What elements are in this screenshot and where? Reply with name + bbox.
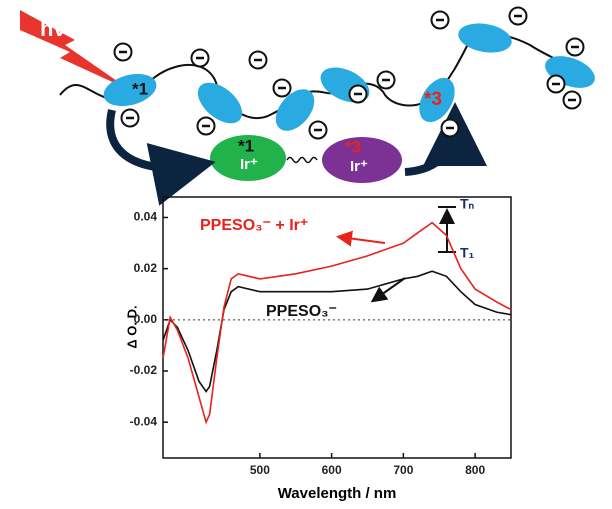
lightning (20, 10, 130, 90)
series-line (162, 270, 512, 393)
pointer (370, 277, 406, 303)
complex-state: *3 (345, 137, 361, 156)
linker (286, 156, 318, 164)
monomer (197, 82, 243, 124)
x-tick-label: 600 (322, 463, 342, 477)
monomers (103, 23, 595, 131)
complex-state: *1 (238, 136, 254, 155)
y-tick-label: 0.00 (134, 312, 158, 326)
complex-ion: Ir⁺ (240, 156, 258, 173)
chain-label: *1 (132, 79, 148, 98)
transfer-arrow (106, 109, 216, 206)
complex-ion: Ir⁺ (350, 158, 368, 175)
annotation: T₁ (460, 245, 475, 261)
y-tick-label: 0.02 (134, 261, 158, 275)
y-tick-label: -0.04 (130, 414, 158, 428)
plot-frame (162, 196, 512, 459)
complex (322, 137, 402, 183)
monomer (103, 73, 157, 107)
chain-label: *3 (424, 89, 442, 110)
annotation: Tₙ (460, 196, 475, 212)
series-line (162, 221, 512, 425)
pointer (336, 230, 386, 247)
charges (113, 6, 585, 140)
series-label: PPESO₃⁻ (266, 303, 337, 320)
y-tick-label: -0.02 (130, 363, 158, 377)
light-label: hν (40, 16, 66, 41)
diagram: hν *1 *3 *1 Ir⁺ *3 Ir⁺ (20, 6, 595, 206)
x-tick-label: 800 (465, 463, 485, 477)
chart: Δ O. D. Wavelength / nm PPESO₃⁻ + Ir⁺ PP… (124, 196, 512, 502)
x-axis-label: Wavelength / nm (278, 485, 397, 502)
x-tick-label: 700 (393, 463, 413, 477)
x-tick-label: 500 (250, 463, 270, 477)
monomer (275, 89, 315, 131)
y-tick-label: 0.04 (134, 210, 158, 224)
complex (210, 135, 286, 181)
monomer (320, 67, 370, 103)
monomer (458, 23, 512, 53)
y-axis-label: Δ O. D. (124, 305, 139, 348)
series-label: PPESO₃⁻ + Ir⁺ (200, 217, 308, 234)
